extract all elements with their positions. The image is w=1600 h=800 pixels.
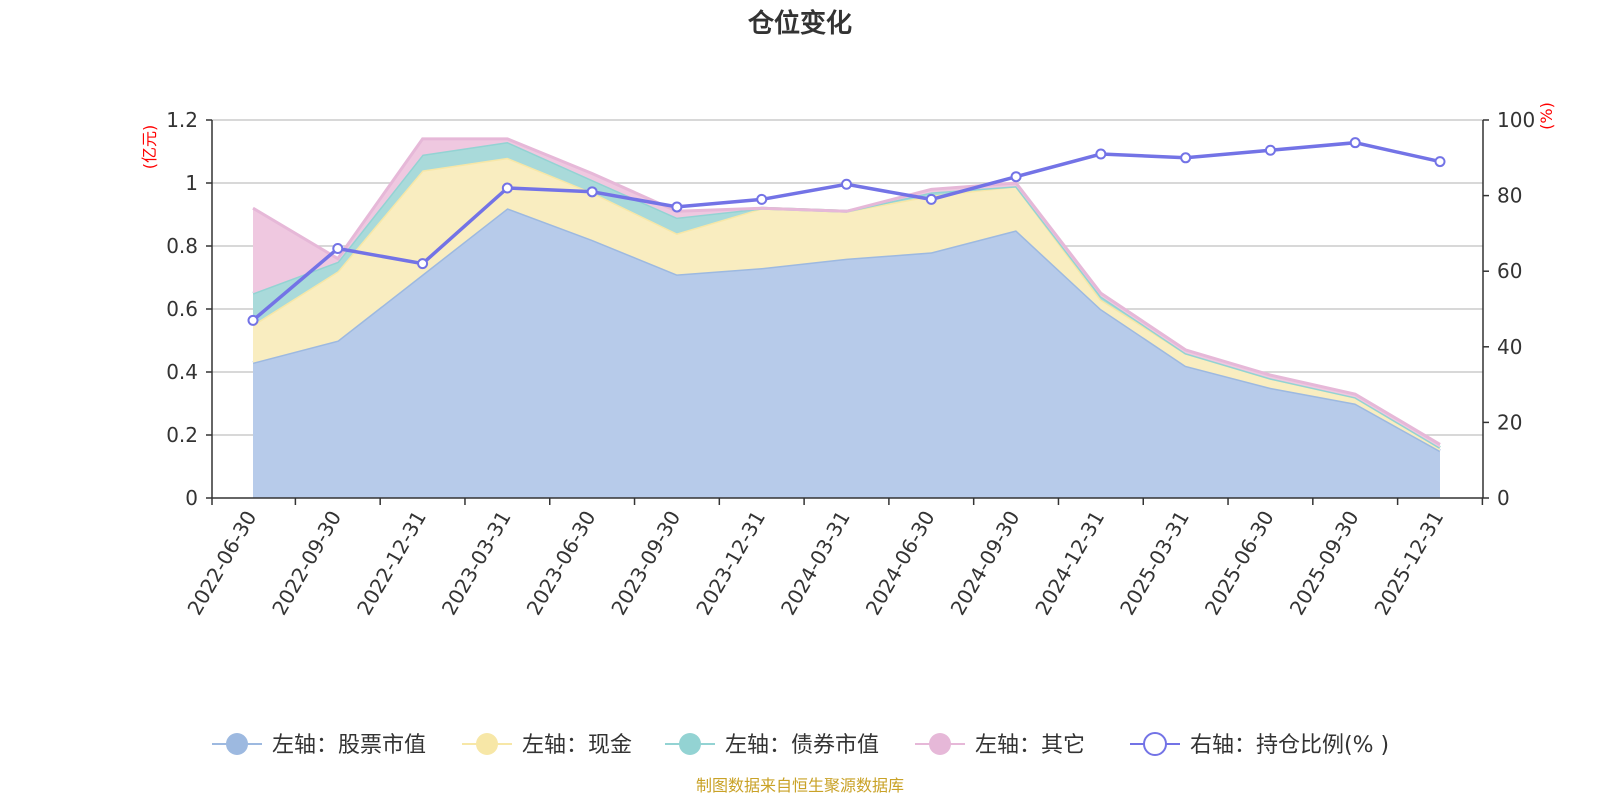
position-ratio-line — [247, 137, 1446, 326]
x-axis-tick-label: 2025-12-31 — [1369, 507, 1448, 620]
area-fill — [253, 208, 1440, 498]
legend-label: 左轴：其它 — [975, 733, 1085, 758]
ratio-point — [247, 314, 259, 326]
x-axis-tick-label: 2025-03-31 — [1115, 507, 1194, 620]
legend-marker — [1143, 732, 1167, 756]
x-axis-tick-label: 2022-09-30 — [267, 507, 346, 620]
legend-label: 左轴：债券市值 — [725, 733, 879, 758]
legend-marker — [476, 733, 498, 755]
left-axis-tick-label: 1 — [185, 171, 198, 195]
legend-marker — [929, 733, 951, 755]
chart-title: 仓位变化 — [747, 8, 852, 39]
ratio-point — [501, 182, 513, 194]
ratio-point — [1264, 144, 1276, 156]
x-axis-tick-label: 2023-03-31 — [437, 507, 516, 620]
legend-marker — [226, 733, 248, 755]
ratio-point — [1434, 156, 1446, 168]
x-axis-tick-label: 2023-12-31 — [691, 507, 770, 620]
left-axis-tick-label: 0.2 — [166, 423, 198, 447]
left-axis-tick-label: 0.8 — [166, 234, 198, 258]
ratio-point — [1010, 171, 1022, 183]
left-axis-unit: (亿元) — [140, 125, 159, 170]
legend-label: 左轴：股票市值 — [272, 733, 426, 758]
ratio-point — [332, 243, 344, 255]
ratio-point — [925, 193, 937, 205]
left-axis-tick-label: 1.2 — [166, 108, 198, 132]
x-axis-tick-label: 2024-12-31 — [1030, 507, 1109, 620]
x-axis-tick-label: 2022-12-31 — [352, 506, 431, 619]
legend-label: 左轴：现金 — [522, 733, 632, 758]
x-axis-tick-label: 2022-06-30 — [182, 507, 261, 620]
left-axis-tick-label: 0 — [185, 486, 198, 510]
x-axis-tick-label: 2024-03-31 — [776, 507, 855, 620]
ratio-point — [756, 193, 768, 205]
area-fill — [253, 157, 1440, 451]
right-axis-unit: (%) — [1537, 102, 1556, 130]
ratio-point — [586, 186, 598, 198]
data-source-note: 制图数据来自恒生聚源数据库 — [696, 776, 904, 795]
x-axis-tick-label: 2023-09-30 — [606, 507, 685, 620]
x-axis-tick-label: 2025-09-30 — [1285, 507, 1364, 620]
right-axis-tick-label: 40 — [1497, 335, 1522, 359]
ratio-point — [1095, 148, 1107, 160]
legend-marker — [679, 733, 701, 755]
ratio-point — [671, 201, 683, 213]
right-axis-tick-label: 0 — [1497, 486, 1510, 510]
right-axis-tick-label: 80 — [1497, 184, 1522, 208]
x-axis-tick-label: 2025-06-30 — [1200, 507, 1279, 620]
area-edge-line — [252, 137, 1441, 446]
ratio-point — [1180, 152, 1192, 164]
right-axis-tick-label: 60 — [1497, 259, 1522, 283]
left-axis-tick-label: 0.4 — [166, 360, 198, 384]
x-axis-tick-label: 2024-06-30 — [861, 506, 940, 619]
ratio-point — [1349, 137, 1361, 149]
right-axis-tick-label: 100 — [1497, 108, 1535, 132]
ratio-point — [841, 178, 852, 190]
legend-label: 右轴：持仓比例(% ) — [1190, 733, 1389, 758]
ratio-point — [417, 258, 429, 270]
x-axis-tick-label: 2023-06-30 — [522, 507, 601, 620]
x-axis-tick-label: 2024-09-30 — [945, 507, 1024, 620]
stacked-areas — [252, 137, 1441, 498]
left-axis-tick-label: 0.6 — [166, 297, 198, 321]
legend: 左轴：股票市值 左轴：现金 左轴：债券市值 左轴：其它 右轴：持仓比例(% ) — [212, 732, 1389, 758]
right-axis-tick-label: 20 — [1497, 410, 1522, 434]
